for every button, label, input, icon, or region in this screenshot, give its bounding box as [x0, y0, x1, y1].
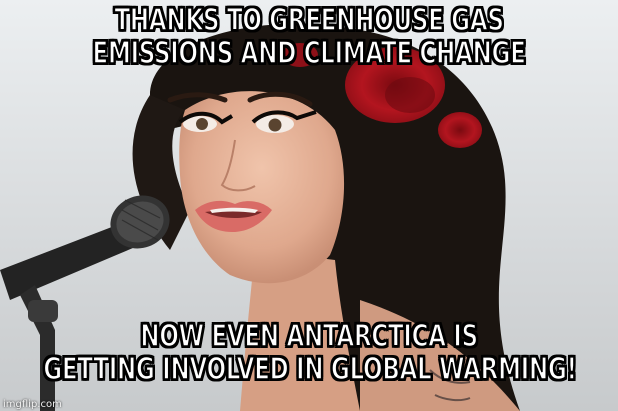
eye-right [251, 110, 317, 133]
nose [220, 139, 256, 192]
neck [240, 250, 360, 411]
top-caption: THANKS TO GREENHOUSE GAS EMISSIONS AND C… [0, 3, 618, 71]
face [179, 91, 345, 284]
rose-icon [282, 43, 482, 148]
shoulder [360, 300, 520, 411]
microphone-icon [0, 195, 170, 411]
lips [195, 200, 272, 232]
bottom-caption: NOW EVEN ANTARCTICA IS GETTING INVOLVED … [0, 319, 618, 387]
bottom-caption-line-2: GETTING INVOLVED IN GLOBAL WARMING! [43, 352, 578, 387]
imgflip-watermark: imgflip.com [3, 399, 62, 410]
tattoo [429, 369, 471, 402]
eyebrow-left [167, 92, 228, 103]
bottom-caption-line-1: NOW EVEN ANTARCTICA IS [140, 319, 479, 354]
top-caption-line-1: THANKS TO GREENHOUSE GAS [114, 3, 505, 38]
top-caption-line-2: EMISSIONS AND CLIMATE CHANGE [92, 36, 527, 71]
eyebrow-right [247, 91, 313, 107]
eye-left [178, 111, 234, 132]
